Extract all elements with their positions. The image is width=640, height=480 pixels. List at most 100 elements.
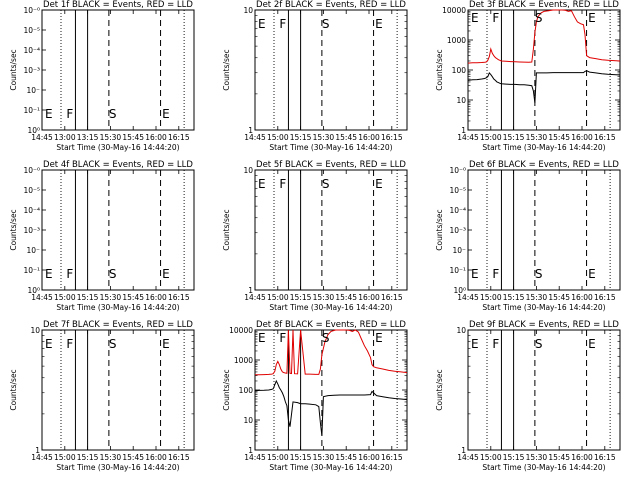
x-tick-label: 15:30 [100,453,122,462]
x-tick-label: 15:00 [54,453,76,462]
x-tick-label: 15:45 [335,293,357,302]
plot-frame [255,330,407,450]
y-tick-label: 100 [452,66,467,75]
marker-letter: S [109,337,117,351]
plot-frame [468,330,620,450]
y-tick-label: 10 [243,166,253,175]
x-tick-label: 16:15 [594,453,616,462]
y-tick-label: 10000 [442,6,466,15]
plot-frame [255,10,407,130]
x-axis-label: Start Time (30-May-16 14:44:20) [269,303,392,312]
panel-det-3: Det 3f BLACK = Events, RED = LLD14:45 15:… [435,0,620,152]
x-tick-label: 15:15 [503,133,525,142]
y-tick-label: 10⁻⁲ [26,86,40,95]
panel-det-8: Det 8f BLACK = Events, RED = LLD14:45 15:… [222,320,407,472]
marker-letter: S [535,267,543,281]
x-axis-label: Start Time (30-May-16 14:44:20) [269,143,392,152]
plot-frame [42,10,194,130]
y-tick-label: 1 [461,446,466,455]
x-tick-label: 15:15 [290,133,312,142]
y-tick-label: 10 [243,6,253,15]
marker-letter: E [45,107,53,121]
y-tick-label: 10⁻⁲ [26,246,40,255]
y-tick-label: 10⁻¹ [23,266,40,275]
marker-letter: E [45,337,53,351]
x-tick-label: 16:00 [571,293,593,302]
marker-letter: F [66,267,73,281]
y-tick-label: 1 [248,286,253,295]
y-tick-label: 10⁻⁰ [23,6,40,15]
panel-det-4: Det 4f BLACK = Events, RED = LLD14:45 15:… [9,160,194,312]
y-tick-label: 1 [248,126,253,135]
y-axis-label: Counts/sec [435,369,444,410]
x-tick-label: 16:00 [358,293,380,302]
series-line-events [468,71,620,103]
x-tick-label: 16:00 [358,453,380,462]
panel-title: Det 9f BLACK = Events, RED = LLD [469,320,619,330]
x-tick-label: 15:00 [267,293,289,302]
x-tick-label: 15:30 [526,133,548,142]
x-tick-label: 15:15 [503,453,525,462]
x-tick-label: 15:15 [503,293,525,302]
marker-letter: E [162,337,170,351]
x-tick-label: 16:00 [571,453,593,462]
marker-letter: F [66,107,73,121]
marker-letter: F [66,337,73,351]
y-axis-label: Counts/sec [222,49,231,90]
panel-det-7: Det 7f BLACK = Events, RED = LLD14:45 15:… [9,320,194,472]
panel-title: Det 2f BLACK = Events, RED = LLD [256,0,406,10]
y-tick-label: 10⁻⁵ [23,186,40,195]
y-tick-label: 10⁻³ [23,226,40,235]
x-tick-label: 16:00 [571,133,593,142]
marker-letter: F [492,267,499,281]
x-axis-label: Start Time (30-May-16 14:44:20) [56,143,179,152]
x-tick-label: 13:15 [77,133,99,142]
panel-title: Det 5f BLACK = Events, RED = LLD [256,160,406,170]
x-axis-label: Start Time (30-May-16 14:44:20) [482,303,605,312]
x-tick-label: 16:00 [358,133,380,142]
x-tick-label: 16:15 [168,293,190,302]
panel-det-9: Det 9f BLACK = Events, RED = LLD14:45 15:… [435,320,620,472]
y-tick-label: 10⁻⁴ [23,46,40,55]
marker-letter: S [322,17,330,31]
x-tick-label: 15:45 [122,453,144,462]
marker-letter: E [471,337,479,351]
marker-letter: E [162,267,170,281]
plot-frame [42,330,194,450]
marker-letter: E [588,267,596,281]
y-axis-label: Counts/sec [9,49,18,90]
marker-letter: E [375,177,383,191]
x-tick-label: 15:45 [548,133,570,142]
plot-frame [468,10,620,130]
x-tick-label: 15:00 [267,133,289,142]
y-tick-label: 10⁻⁴ [23,206,40,215]
y-tick-label: 10⁻¹ [449,266,466,275]
panel-title: Det 3f BLACK = Events, RED = LLD [469,0,619,10]
marker-letter: E [471,267,479,281]
x-tick-label: 16:00 [145,453,167,462]
y-tick-label: 1000 [447,36,466,45]
x-axis-label: Start Time (30-May-16 14:44:20) [56,303,179,312]
marker-letter: E [162,107,170,121]
x-tick-label: 15:30 [313,453,335,462]
marker-letter: E [588,11,596,25]
marker-letter: E [588,337,596,351]
x-tick-label: 15:45 [122,293,144,302]
x-tick-label: 15:00 [480,453,502,462]
marker-letter: F [279,177,286,191]
y-tick-label: 10⁻³ [449,226,466,235]
x-tick-label: 16:15 [168,453,190,462]
x-tick-label: 15:15 [290,293,312,302]
panel-det-5: Det 5f BLACK = Events, RED = LLD14:45 15:… [222,160,407,312]
x-axis-label: Start Time (30-May-16 14:44:20) [56,463,179,472]
y-tick-label: 10 [456,326,466,335]
x-axis-label: Start Time (30-May-16 14:44:20) [482,463,605,472]
y-tick-label: 10 [243,416,253,425]
panel-title: Det 6f BLACK = Events, RED = LLD [469,160,619,170]
marker-letter: F [492,337,499,351]
x-tick-label: 15:30 [526,453,548,462]
x-tick-label: 15:00 [480,293,502,302]
plot-frame [255,170,407,290]
x-axis-label: Start Time (30-May-16 14:44:20) [269,463,392,472]
marker-letter: E [258,331,266,345]
